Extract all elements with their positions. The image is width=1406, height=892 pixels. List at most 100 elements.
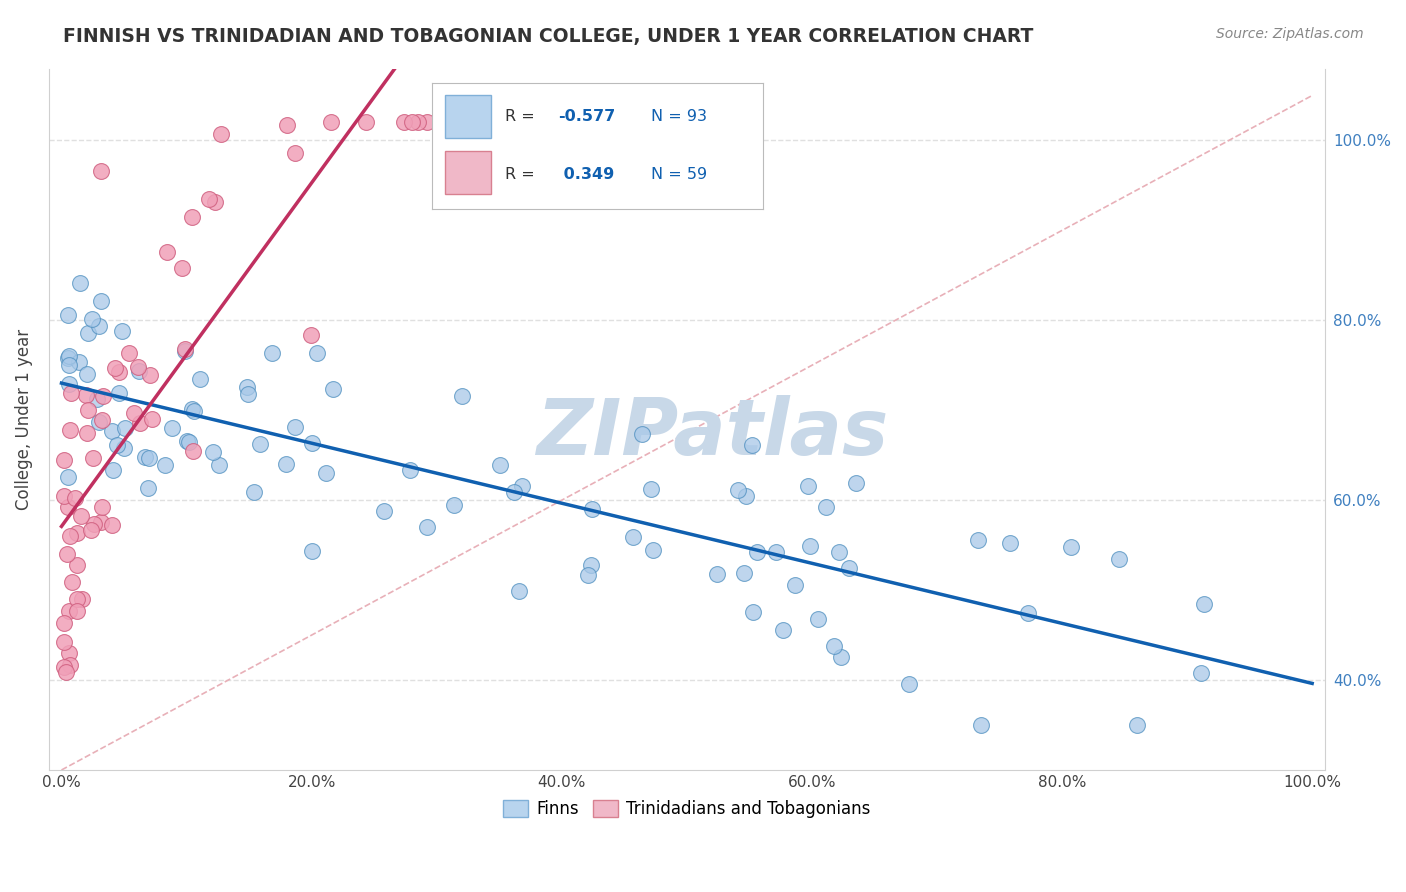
Point — [315, 467, 337, 481]
Point — [830, 650, 852, 665]
Point — [581, 502, 603, 516]
Point — [65, 604, 87, 618]
Point — [76, 368, 98, 382]
Point — [127, 359, 149, 374]
Point — [77, 402, 100, 417]
Point — [741, 606, 763, 620]
Point — [136, 481, 159, 495]
Point — [80, 312, 103, 326]
Point — [101, 463, 124, 477]
Point — [188, 372, 211, 386]
Point — [53, 453, 76, 467]
Point — [69, 276, 91, 290]
Y-axis label: College, Under 1 year: College, Under 1 year — [15, 328, 32, 510]
Point — [1060, 540, 1083, 554]
Point — [631, 427, 654, 442]
Point — [58, 604, 80, 618]
Point — [207, 458, 229, 472]
Point — [118, 345, 141, 359]
Point — [76, 425, 98, 440]
Point — [53, 635, 76, 649]
Point — [401, 115, 423, 129]
Point — [56, 500, 79, 514]
Point — [141, 411, 163, 425]
Point — [406, 115, 429, 129]
Point — [60, 386, 83, 401]
Point — [845, 476, 868, 491]
Point — [66, 558, 89, 572]
Point — [1017, 606, 1039, 620]
Point — [274, 457, 297, 471]
Point — [80, 523, 103, 537]
Point — [104, 361, 127, 376]
Point — [90, 294, 112, 309]
Point — [66, 525, 89, 540]
Point — [180, 211, 202, 225]
Point — [153, 458, 176, 472]
Point — [100, 424, 122, 438]
Point — [176, 434, 198, 448]
Point — [733, 566, 755, 581]
Point — [815, 500, 838, 514]
Point — [138, 451, 160, 466]
Point — [59, 423, 82, 437]
Point — [134, 450, 156, 465]
Point — [58, 358, 80, 372]
Point — [155, 245, 177, 260]
Point — [828, 545, 851, 559]
Point — [735, 489, 758, 503]
Point — [706, 567, 728, 582]
Point — [114, 420, 136, 434]
Point — [111, 324, 134, 338]
Point — [640, 482, 662, 496]
Point — [56, 470, 79, 484]
Point — [87, 415, 110, 429]
Point — [284, 420, 307, 434]
Point — [211, 127, 233, 141]
Point — [1126, 718, 1149, 732]
Point — [322, 382, 344, 396]
Point — [747, 545, 769, 559]
Point — [765, 545, 787, 559]
Point — [576, 568, 599, 582]
Point — [443, 499, 465, 513]
Point — [489, 458, 512, 472]
Point — [83, 516, 105, 531]
Point — [1108, 552, 1130, 566]
Point — [91, 500, 114, 515]
Point — [249, 437, 271, 451]
Point — [56, 547, 79, 561]
Point — [89, 319, 111, 334]
Point — [284, 146, 307, 161]
Point — [451, 388, 474, 402]
Point — [967, 533, 990, 548]
Point — [970, 718, 993, 732]
Point — [75, 387, 97, 401]
Point — [53, 489, 76, 503]
Point — [101, 518, 124, 533]
Point — [799, 540, 821, 554]
Point — [82, 450, 104, 465]
Text: ZIPatlas: ZIPatlas — [536, 395, 889, 471]
Point — [181, 443, 204, 458]
Point — [373, 504, 395, 518]
Point — [398, 463, 420, 477]
Point — [299, 328, 322, 343]
Point — [56, 308, 79, 322]
Point — [1189, 666, 1212, 681]
Point — [823, 640, 845, 654]
Point — [201, 445, 224, 459]
Point — [301, 435, 323, 450]
Text: FINNISH VS TRINIDADIAN AND TOBAGONIAN COLLEGE, UNDER 1 YEAR CORRELATION CHART: FINNISH VS TRINIDADIAN AND TOBAGONIAN CO… — [63, 27, 1033, 45]
Point — [90, 515, 112, 529]
Point — [91, 389, 114, 403]
Point — [260, 346, 283, 360]
Point — [128, 364, 150, 378]
Point — [502, 484, 524, 499]
Point — [276, 118, 298, 132]
Point — [621, 530, 644, 544]
Point — [727, 483, 749, 497]
Point — [60, 575, 83, 590]
Point — [70, 509, 93, 524]
Legend: Finns, Trinidadians and Tobagonians: Finns, Trinidadians and Tobagonians — [496, 793, 877, 825]
